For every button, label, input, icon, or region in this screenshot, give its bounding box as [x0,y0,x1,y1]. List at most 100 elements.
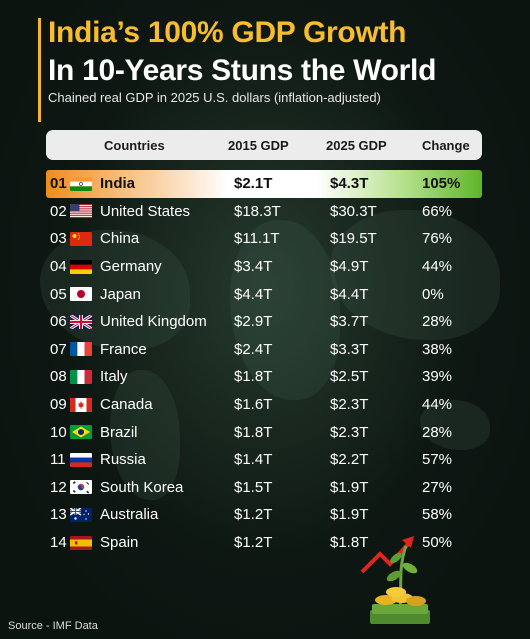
gdp-2025-cell: $1.8T [330,534,369,552]
change-cell: 44% [422,258,453,276]
rank-cell: 02 [50,202,67,220]
germany-flag-icon [70,259,92,274]
flag-cell [70,535,100,550]
gdp-2015-cell: $2.1T [234,175,273,193]
table-row: 04 Germany $3.4T $4.9T 44% [46,253,482,281]
country-cell: France [100,340,147,358]
table-row: 12 South Korea $1.5T $1.9T 27% [46,474,482,502]
change-cell: 44% [422,396,453,414]
gdp-2025-cell: $2.3T [330,396,369,414]
gdp-2015-cell: $1.6T [234,396,273,414]
country-cell: South Korea [100,478,184,496]
world-map-shape [420,400,490,450]
flag-cell [70,287,100,302]
table-row: 10 Brazil $1.8T $2.3T 28% [46,418,482,446]
header-2025-gdp: 2025 GDP [326,137,387,153]
canada-flag-icon [70,397,92,412]
table-row: 09 Canada $1.6T $2.3T 44% [46,391,482,419]
country-cell: United Kingdom [100,313,207,331]
rank-cell: 08 [50,368,67,386]
rank-cell: 14 [50,534,67,552]
gdp-2025-cell: $1.9T [330,506,369,524]
change-cell: 28% [422,313,453,331]
table-row: 06 United Kingdom $2.9T $3.7T 28% [46,308,482,336]
gdp-2025-cell: $1.9T [330,478,369,496]
gdp-2025-cell: $3.7T [330,313,369,331]
title-line-1: India’s 100% GDP Growth [48,16,407,49]
country-cell: Russia [100,451,146,469]
flag-cell [70,369,100,384]
flag-cell [70,314,100,329]
brazil-flag-icon [70,425,92,440]
world-map-shape [230,220,340,400]
rank-cell: 11 [50,451,66,469]
world-map-shape [40,230,190,350]
gdp-2015-cell: $11.1T [234,230,280,248]
header-change: Change [422,137,470,153]
world-map-shape [110,370,180,500]
rank-cell: 10 [50,423,67,441]
country-cell: Brazil [100,423,138,441]
rank-cell: 12 [50,478,67,496]
rank-cell: 06 [50,313,67,331]
world-map-shape [330,210,500,340]
japan-flag-icon [70,287,92,302]
table-header: Countries 2015 GDP 2025 GDP Change [46,130,482,160]
gdp-2015-cell: $1.2T [234,534,273,552]
flag-cell [70,176,100,191]
table-row: 07 France $2.4T $3.3T 38% [46,336,482,364]
flag-cell [70,231,100,246]
gdp-2025-cell: $19.5T [330,230,377,248]
country-cell: Italy [100,368,128,386]
gdp-2015-cell: $18.3T [234,202,281,220]
gdp-2025-cell: $3.3T [330,340,369,358]
country-cell: Spain [100,534,139,552]
table-row: 03 China $11.1T $19.5T 76% [46,225,482,253]
gdp-2025-cell: $4.3T [330,175,369,193]
country-cell: Australia [100,506,159,524]
table-row: 13 Australia $1.2T $1.9T 58% [46,501,482,529]
flag-cell [70,204,100,219]
flag-cell [70,342,100,357]
change-cell: 39% [422,368,453,386]
table-body: 01 India $2.1T $4.3T 105% 02 United States $18.… [46,170,482,556]
title-accent-bar [38,18,41,122]
page-title: India’s 100% GDP Growth In 10-Years Stun… [48,14,518,90]
rank-cell: 05 [50,285,67,303]
spain-flag-icon [70,535,92,550]
flag-cell [70,507,100,522]
gdp-2015-cell: $3.4T [234,258,273,276]
gdp-2015-cell: $2.9T [234,313,273,331]
gdp-2015-cell: $1.4T [234,451,273,469]
flag-cell [70,480,100,495]
table-row: 01 India $2.1T $4.3T 105% [46,170,482,198]
gdp-2025-cell: $4.4T [330,285,369,303]
flag-cell [70,397,100,412]
growth-arrow-head-icon [402,536,414,548]
change-cell: 105% [422,175,461,193]
change-cell: 38% [422,340,453,358]
money-plant-illustration [360,536,430,624]
gdp-2025-cell: $2.2T [330,451,369,469]
usa-flag-icon [70,204,92,219]
south-korea-flag-icon [70,480,92,495]
country-cell: Canada [100,396,153,414]
change-cell: 66% [422,202,453,220]
gdp-2015-cell: $1.8T [234,423,273,441]
china-flag-icon [70,231,92,246]
country-cell: China [100,230,140,248]
change-cell: 58% [422,506,453,524]
rank-cell: 09 [50,396,67,414]
gdp-2025-cell: $2.5T [330,368,369,386]
country-cell: India [100,175,136,193]
title-line-2: In 10-Years Stuns the World [48,54,437,87]
gdp-2015-cell: $1.5T [234,478,273,496]
country-cell: Germany [100,258,162,276]
table-row: 05 Japan $4.4T $4.4T 0% [46,280,482,308]
coin-icon [406,596,426,606]
change-cell: 57% [422,451,453,469]
source-note: Source - IMF Data [8,620,98,632]
change-cell: 0% [422,285,444,303]
header-2015-gdp: 2015 GDP [228,137,289,153]
gdp-2025-cell: $4.9T [330,258,369,276]
